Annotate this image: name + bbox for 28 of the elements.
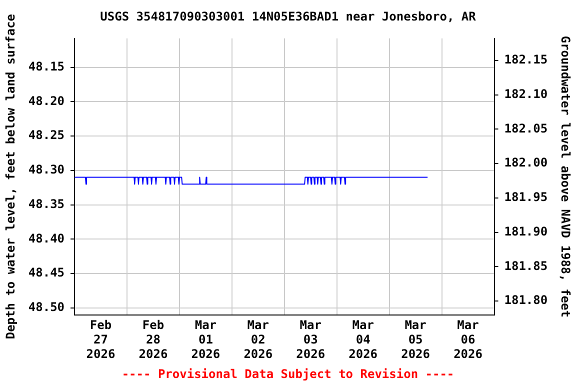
y-tick-label: 48.25: [28, 128, 65, 142]
y2-tick-label: 182.00: [504, 156, 548, 170]
x-tick-label: Mar 01 2026: [191, 318, 220, 361]
x-tick-label: Mar 04 2026: [348, 318, 378, 361]
chart-title: USGS 354817090303001 14N05E36BAD1 near Jonesboro, AR: [100, 9, 477, 24]
y2-tick-label: 181.90: [504, 224, 548, 238]
x-tick-label: Mar 06 2026: [454, 318, 482, 361]
y2-tick-label: 182.05: [504, 121, 548, 136]
y-tick-label: 48.40: [28, 231, 65, 246]
y-tick-label: 48.35: [28, 196, 65, 211]
x-tick-label: Feb 28 2026: [138, 318, 168, 361]
y-axis-title: Depth to water level, feet below land surface: [3, 14, 18, 340]
x-tick-label: Feb 27 2026: [86, 318, 116, 361]
x-tick-label: Mar 03 2026: [296, 318, 326, 361]
x-tick-label: Mar 02 2026: [244, 318, 273, 361]
y-tick-label: 48.50: [28, 300, 65, 314]
y-tick-label: 48.30: [28, 162, 65, 177]
text: ---- Provisional Data Subject to Revision ----: [122, 367, 454, 382]
x-tick-label: Mar 05 2026: [401, 318, 430, 361]
y-tick-label: 48.20: [28, 94, 65, 108]
y2-tick-label: 182.15: [504, 52, 548, 67]
y2-tick-label: 182.10: [504, 86, 548, 101]
y2-axis-title: Groundwater level above NAVD 1988, feet: [558, 36, 573, 318]
y2-tick-label: 181.95: [504, 190, 548, 204]
y-tick-label: 48.45: [28, 266, 65, 280]
y-tick-label: 48.15: [28, 59, 65, 74]
y2-tick-label: 181.85: [504, 258, 548, 273]
y2-tick-label: 181.80: [504, 293, 548, 308]
